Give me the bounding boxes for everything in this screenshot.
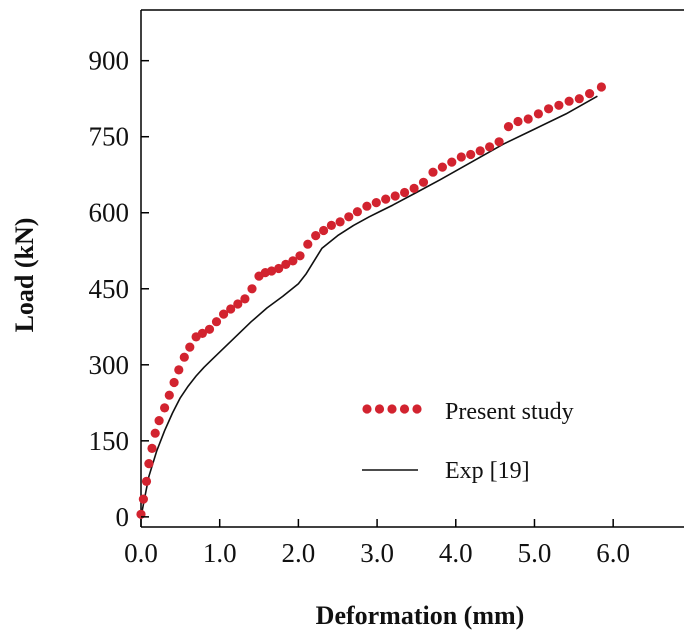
x-tick-label: 5.0 — [518, 538, 552, 568]
present-study-point — [564, 96, 574, 106]
x-axis-title: Deformation (mm) — [316, 601, 525, 630]
y-tick-label: 300 — [89, 350, 130, 380]
y-tick-label: 150 — [89, 426, 130, 456]
present-study-point — [174, 365, 184, 375]
legend-dot — [399, 404, 410, 414]
present-study-point — [352, 207, 362, 217]
present-study-point — [147, 443, 157, 453]
legend-dot — [412, 404, 422, 414]
present-study-point — [247, 284, 257, 294]
present-study-point — [466, 149, 476, 160]
x-tick-label: 3.0 — [360, 538, 394, 568]
present-study-point — [138, 494, 148, 504]
present-study-point — [267, 266, 277, 276]
present-study-point — [533, 109, 544, 119]
present-study-point — [574, 94, 584, 104]
present-study-point — [371, 198, 381, 208]
present-study-point — [475, 146, 485, 156]
present-study-point — [141, 476, 152, 486]
present-study-point — [164, 390, 174, 400]
present-study-point — [335, 217, 345, 227]
present-study-point — [185, 342, 195, 352]
present-study-point — [409, 183, 419, 193]
present-study-point — [513, 116, 523, 127]
present-study-point — [447, 157, 457, 167]
y-tick-label: 750 — [89, 122, 130, 152]
present-study-point — [150, 428, 160, 438]
axis-ticks: 0 150 300 450 600 750 900 0.0 1.0 2.0 3.0 4.0 5.0 6.0 — [89, 46, 631, 568]
present-study-point — [154, 416, 164, 426]
x-tick-label: 6.0 — [596, 538, 630, 568]
legend-label-present-study: Present study — [445, 399, 574, 425]
x-tick-label: 0.0 — [124, 538, 158, 568]
y-tick-label: 600 — [89, 198, 130, 228]
present-study-point — [311, 231, 321, 241]
present-study-point — [554, 100, 564, 110]
present-study-point — [295, 251, 305, 261]
y-tick-label: 450 — [89, 274, 130, 304]
present-study-point — [596, 82, 607, 92]
legend-marker-present-study — [362, 404, 422, 414]
legend: Present study Exp [19] — [362, 399, 574, 484]
present-study-point — [418, 177, 429, 187]
present-study-point — [544, 104, 554, 114]
legend-dot — [387, 404, 397, 414]
present-study-point — [428, 167, 438, 177]
present-study-point — [344, 212, 354, 222]
y-tick-label: 900 — [89, 46, 130, 76]
present-study-point — [390, 191, 400, 201]
present-study-point — [204, 324, 215, 334]
present-study-point — [169, 377, 179, 388]
series-line-exp — [140, 95, 598, 518]
y-axis-title: Load (kN) — [10, 218, 39, 333]
present-study-point — [494, 137, 504, 147]
legend-dot — [374, 404, 385, 414]
present-study-point — [362, 201, 372, 211]
present-study-point — [240, 294, 250, 304]
present-study-point — [319, 225, 329, 236]
x-tick-label: 2.0 — [282, 538, 316, 568]
present-study-point — [485, 142, 495, 152]
x-tick-label: 4.0 — [439, 538, 473, 568]
x-tick-label: 1.0 — [203, 538, 237, 568]
legend-label-exp: Exp [19] — [445, 458, 530, 484]
present-study-point — [274, 263, 284, 274]
present-study-point — [211, 317, 222, 327]
present-study-point — [233, 299, 243, 309]
y-tick-label: 0 — [116, 502, 130, 532]
present-study-point — [437, 162, 447, 172]
present-study-point — [160, 403, 170, 413]
present-study-point — [585, 89, 595, 99]
present-study-point — [281, 259, 291, 269]
present-study-point — [179, 352, 189, 362]
present-study-point — [400, 187, 410, 198]
present-study-point — [303, 239, 313, 249]
present-study-point — [381, 194, 391, 204]
present-study-point — [326, 220, 336, 230]
present-study-point — [503, 122, 514, 132]
legend-dot — [362, 404, 372, 414]
present-study-point — [523, 114, 533, 124]
present-study-point — [144, 459, 154, 469]
present-study-point — [456, 152, 466, 162]
present-study-point — [197, 328, 207, 338]
present-study-point — [226, 304, 236, 314]
series-layer — [136, 82, 607, 519]
present-study-point — [219, 309, 229, 319]
present-study-point — [288, 256, 298, 266]
